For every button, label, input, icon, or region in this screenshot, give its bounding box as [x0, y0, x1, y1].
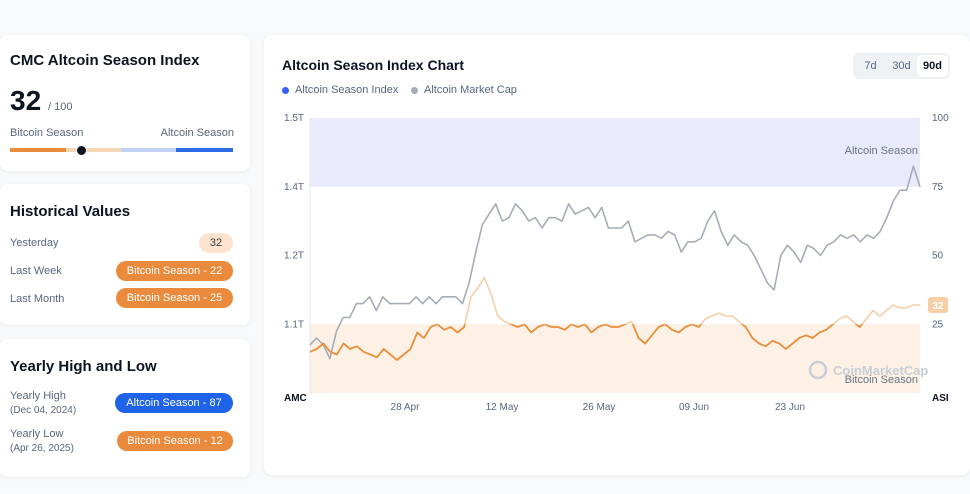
coinmarketcap-logo-icon	[808, 360, 828, 380]
historical-title: Historical Values	[10, 203, 131, 220]
chart-axes: 1.5T 1.4T 1.2T 1.1T 100 75 50 25 AMC ASI 28 Apr 12 …	[284, 113, 949, 413]
yearly-low-label: Yearly Low	[10, 428, 64, 440]
yearly-title: Yearly High and Low	[10, 358, 157, 375]
right-axis-tick: 50	[932, 251, 944, 262]
left-axis-tick: 1.5T	[284, 113, 304, 124]
yearly-low-date: (Apr 26, 2025)	[10, 443, 74, 454]
yearly-low-badge: Bitcoin Season - 12	[117, 431, 233, 451]
historical-values-card: Historical Values Yesterday 32 Last Week…	[0, 184, 250, 325]
chart-title: Altcoin Season Index Chart	[282, 57, 465, 73]
altcoin-season-label: Altcoin Season	[160, 127, 234, 139]
gauge-segment-altcoin-light	[121, 148, 176, 152]
gauge-knob	[76, 145, 87, 156]
history-badge-last-month: Bitcoin Season - 25	[116, 288, 233, 308]
yearly-high-low-card: Yearly High and Low Yearly High (Dec 04,…	[0, 339, 250, 477]
bitcoin-season-zone	[310, 324, 920, 393]
left-axis-tick: 1.4T	[284, 182, 304, 193]
tab-30d[interactable]: 30d	[892, 60, 911, 72]
bitcoin-season-label: Bitcoin Season	[10, 127, 84, 139]
yearly-high-date: (Dec 04, 2024)	[10, 405, 77, 416]
history-label-yesterday: Yesterday	[10, 237, 59, 249]
legend-cap-label[interactable]: Altcoin Market Cap	[424, 84, 517, 96]
index-card-title: CMC Altcoin Season Index	[10, 52, 200, 69]
timeframe-tabs: 7d 30d 90d	[853, 53, 950, 79]
chart-card: Altcoin Season Index Chart 7d 30d 90d Al…	[264, 35, 970, 475]
history-label-last-week: Last Week	[10, 265, 62, 277]
right-axis-tick: 100	[932, 113, 949, 124]
current-index-badge	[928, 297, 948, 313]
current-index-badge-text: 32	[932, 301, 944, 312]
gauge-segment-bitcoin	[10, 148, 66, 152]
left-axis-tick: 1.2T	[284, 251, 304, 262]
x-axis-tick: 23 Jun	[775, 402, 805, 413]
history-badge-last-week: Bitcoin Season - 22	[116, 261, 233, 281]
x-axis-tick: 26 May	[583, 402, 616, 413]
altcoin-market-cap-line	[309, 165, 921, 360]
history-label-last-month: Last Month	[10, 293, 65, 305]
bitcoin-season-zone-label: Bitcoin Season	[845, 374, 918, 386]
x-axis-tick: 28 Apr	[391, 402, 421, 413]
yearly-high-badge: Altcoin Season - 87	[115, 393, 233, 413]
legend-index-label[interactable]: Altcoin Season Index	[295, 84, 399, 96]
coinmarketcap-watermark: CoinMarketCap	[808, 360, 928, 380]
left-axis-tick: 1.1T	[284, 319, 304, 330]
gauge-segment-altcoin	[176, 148, 233, 152]
right-axis-tick: 25	[932, 319, 944, 330]
yearly-high-label: Yearly High	[10, 390, 66, 402]
legend-index-dot	[282, 87, 289, 94]
right-axis-title: ASI	[932, 393, 949, 404]
x-axis-tick: 12 May	[486, 402, 519, 413]
left-axis-title: AMC	[284, 393, 307, 404]
altcoin-season-index-line	[310, 324, 864, 361]
tab-7d[interactable]: 7d	[864, 60, 877, 72]
altcoin-season-zone	[310, 118, 920, 187]
altcoin-season-zone-label: Altcoin Season	[845, 145, 918, 157]
watermark-text: CoinMarketCap	[833, 363, 928, 378]
index-denominator: / 100	[48, 101, 73, 113]
gauge-segment-bitcoin-light	[66, 148, 121, 152]
history-badge-yesterday: 32	[199, 233, 233, 253]
altcoin-index-card: CMC Altcoin Season Index 32 / 100 Bitcoi…	[0, 35, 250, 171]
index-value: 32	[10, 85, 42, 116]
right-axis-tick: 75	[932, 182, 944, 193]
x-axis-tick: 09 Jun	[679, 402, 709, 413]
tab-90d[interactable]: 90d	[917, 55, 948, 77]
legend-cap-dot	[411, 87, 418, 94]
altcoin-season-chart[interactable]: Altcoin Season Bitcoin Season CoinMarket…	[264, 35, 970, 475]
chart-lines: 32	[309, 165, 948, 361]
